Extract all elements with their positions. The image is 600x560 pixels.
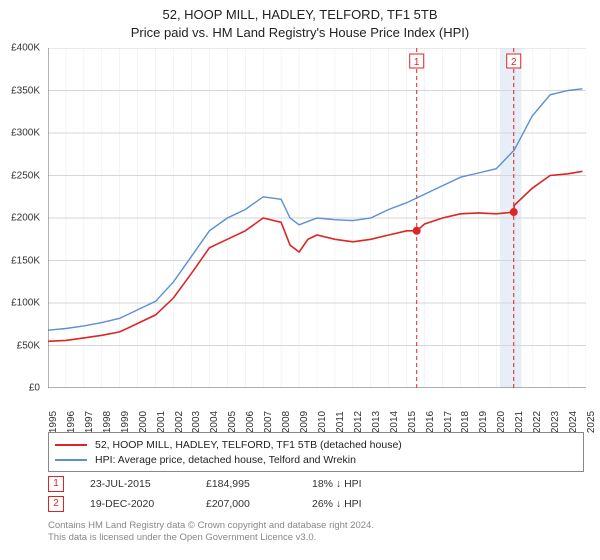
x-tick-label: 1995 — [48, 411, 59, 433]
x-tick-label: 2019 — [478, 411, 489, 433]
sale-badge: 1 — [48, 476, 64, 492]
title-subtitle: Price paid vs. HM Land Registry's House … — [0, 24, 600, 42]
x-tick-label: 2018 — [460, 411, 471, 433]
x-tick-label: 1998 — [102, 411, 113, 433]
sale-date: 23-JUL-2015 — [90, 478, 180, 490]
y-tick-label: £150K — [11, 255, 40, 266]
y-tick-label: £400K — [11, 43, 40, 54]
y-tick-label: £50K — [17, 340, 40, 351]
y-tick-label: £100K — [11, 298, 40, 309]
x-tick-label: 2001 — [156, 411, 167, 433]
x-tick-label: 1996 — [66, 411, 77, 433]
sale-date: 19-DEC-2020 — [90, 498, 180, 510]
footer-line2: This data is licensed under the Open Gov… — [48, 532, 374, 544]
x-tick-label: 2005 — [227, 411, 238, 433]
sale-row: 1 23-JUL-2015 £184,995 18% ↓ HPI — [48, 474, 584, 494]
y-axis-labels: £0£50K£100K£150K£200K£250K£300K£350K£400… — [0, 48, 44, 388]
footer-attribution: Contains HM Land Registry data © Crown c… — [48, 520, 374, 545]
sale-diff: 26% ↓ HPI — [312, 498, 402, 510]
x-tick-label: 2007 — [263, 411, 274, 433]
y-tick-label: £300K — [11, 128, 40, 139]
x-tick-label: 2010 — [317, 411, 328, 433]
x-tick-label: 2024 — [568, 411, 579, 433]
x-tick-label: 2008 — [281, 411, 292, 433]
x-tick-label: 2017 — [443, 411, 454, 433]
title-address: 52, HOOP MILL, HADLEY, TELFORD, TF1 5TB — [0, 6, 600, 24]
x-tick-label: 2014 — [389, 411, 400, 433]
sales-table: 1 23-JUL-2015 £184,995 18% ↓ HPI 2 19-DEC-202… — [48, 474, 584, 514]
x-tick-label: 2002 — [174, 411, 185, 433]
x-tick-label: 2021 — [514, 411, 525, 433]
legend-color-swatch — [55, 444, 87, 446]
y-tick-label: £250K — [11, 170, 40, 181]
x-tick-label: 2003 — [191, 411, 202, 433]
legend-row: 52, HOOP MILL, HADLEY, TELFORD, TF1 5TB … — [55, 437, 577, 452]
x-tick-label: 2013 — [371, 411, 382, 433]
x-tick-label: 1997 — [84, 411, 95, 433]
chart-plot-area: 12 — [48, 48, 586, 388]
svg-text:2: 2 — [511, 57, 517, 68]
x-tick-label: 2006 — [245, 411, 256, 433]
y-tick-label: £0 — [29, 383, 40, 394]
x-tick-label: 2015 — [407, 411, 418, 433]
sale-price: £184,995 — [206, 478, 286, 490]
sale-price: £207,000 — [206, 498, 286, 510]
chart-title-block: 52, HOOP MILL, HADLEY, TELFORD, TF1 5TB … — [0, 0, 600, 41]
sale-row: 2 19-DEC-2020 £207,000 26% ↓ HPI — [48, 494, 584, 514]
x-tick-label: 2000 — [138, 411, 149, 433]
legend-color-swatch — [55, 459, 87, 461]
x-tick-label: 2016 — [425, 411, 436, 433]
svg-text:1: 1 — [414, 57, 420, 68]
x-tick-label: 2023 — [550, 411, 561, 433]
x-tick-label: 2020 — [496, 411, 507, 433]
chart-svg: 12 — [48, 48, 586, 388]
sale-diff: 18% ↓ HPI — [312, 478, 402, 490]
y-tick-label: £200K — [11, 213, 40, 224]
legend: 52, HOOP MILL, HADLEY, TELFORD, TF1 5TB … — [48, 432, 584, 472]
x-axis-labels: 1995199619971998199920002001200220032004… — [48, 392, 586, 428]
x-tick-label: 2009 — [299, 411, 310, 433]
sale-badge: 2 — [48, 496, 64, 512]
x-tick-label: 2022 — [532, 411, 543, 433]
x-tick-label: 1999 — [120, 411, 131, 433]
x-tick-label: 2004 — [209, 411, 220, 433]
legend-label: HPI: Average price, detached house, Telf… — [95, 454, 356, 466]
x-tick-label: 2011 — [335, 411, 346, 433]
legend-label: 52, HOOP MILL, HADLEY, TELFORD, TF1 5TB … — [95, 439, 402, 451]
x-tick-label: 2025 — [586, 411, 597, 433]
legend-row: HPI: Average price, detached house, Telf… — [55, 452, 577, 467]
y-tick-label: £350K — [11, 85, 40, 96]
x-tick-label: 2012 — [353, 411, 364, 433]
footer-line1: Contains HM Land Registry data © Crown c… — [48, 520, 374, 532]
